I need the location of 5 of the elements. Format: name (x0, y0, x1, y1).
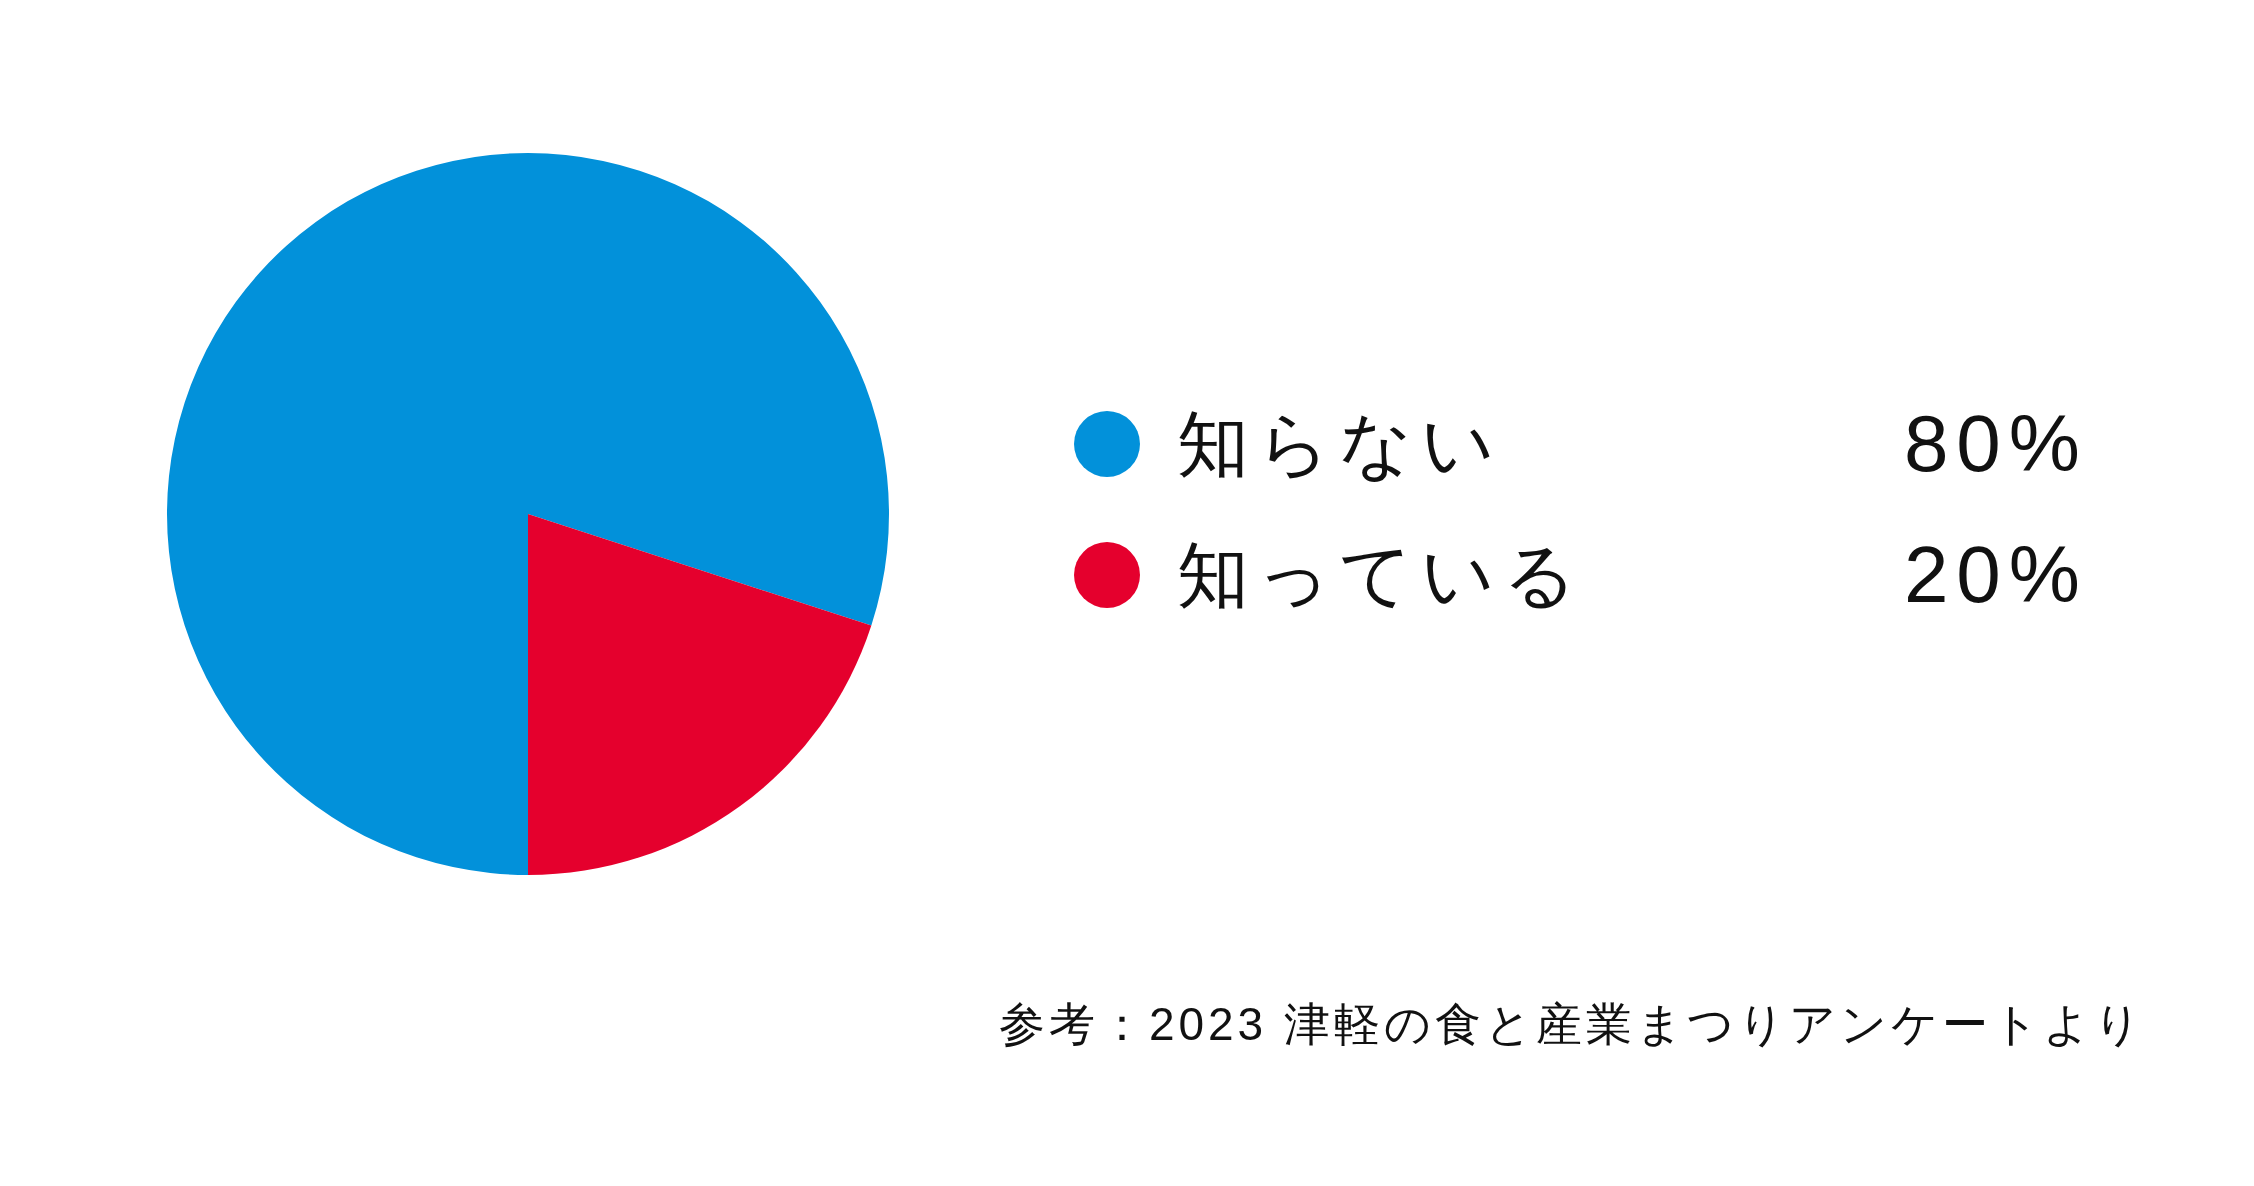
data-label: 80% (1903, 399, 2088, 488)
legend-label: 知らない (1177, 404, 1503, 484)
legend-label: 知っている (1177, 535, 1585, 615)
data-label: 20% (1903, 530, 2088, 619)
text: 参考：2023 津軽の食と産業まつりアンケートより (998, 998, 2145, 1050)
